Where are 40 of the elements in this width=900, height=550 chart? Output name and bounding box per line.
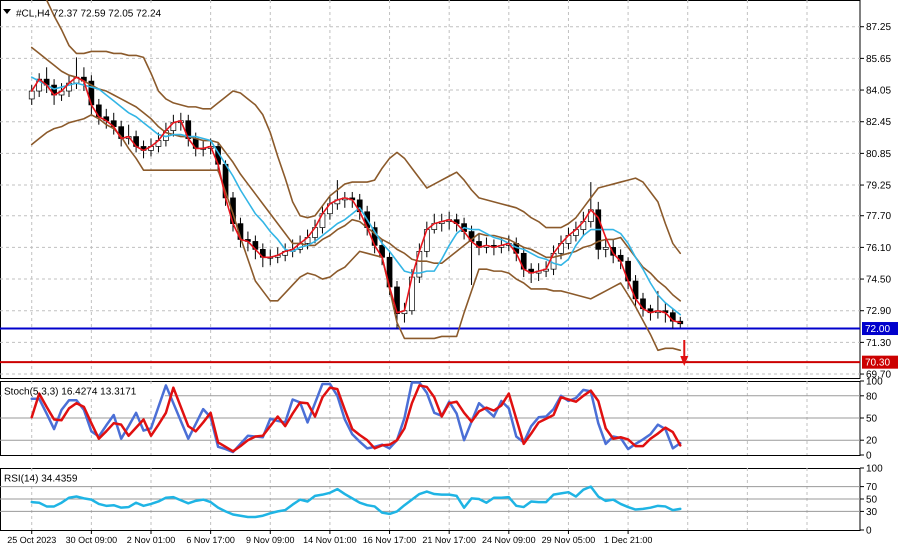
x-tick-label: 21 Nov 17:00	[422, 535, 476, 545]
y-tick-label: 50	[866, 414, 878, 424]
x-tick-label: 16 Nov 17:00	[362, 535, 416, 545]
ref-line-label: 70.30	[865, 358, 890, 369]
y-tick-label: 0	[866, 526, 872, 536]
x-tick-label: 25 Oct 2023	[7, 535, 56, 545]
y-tick-label: 70	[866, 482, 878, 494]
x-tick-label: 6 Nov 17:00	[186, 535, 235, 545]
y-tick-label: 79.25	[866, 180, 892, 192]
y-tick-label: 72.90	[866, 306, 892, 318]
y-tick-label: 50	[866, 494, 878, 506]
x-tick-label: 30 Oct 09:00	[66, 535, 118, 545]
x-tick-label: 14 Nov 01:00	[303, 535, 357, 545]
candlestick	[28, 84, 35, 106]
x-tick-label: 1 Dec 21:00	[604, 535, 652, 545]
line-series	[30, 114, 682, 352]
line-series	[30, 46, 682, 302]
y-tick-label: 100	[866, 464, 884, 474]
text: Stoch(5,3,3) 16.4274 13.3171	[4, 386, 137, 398]
y-tick-label: 30	[866, 506, 878, 518]
y-tick-label: 20	[866, 436, 878, 447]
text: RSI(14) 34.4359	[4, 474, 78, 484]
y-tick-label: 71.30	[866, 338, 892, 349]
y-tick-label: 80.85	[866, 148, 892, 160]
ref-line-label: 72.00	[865, 324, 890, 336]
line-series	[30, 485, 682, 518]
y-tick-label: 77.70	[866, 211, 892, 222]
x-tick-label: 29 Nov 05:00	[542, 535, 596, 545]
y-tick-label: 0	[866, 450, 872, 462]
y-tick-label: 85.65	[866, 54, 892, 65]
x-tick-label: 9 Nov 09:00	[246, 535, 295, 545]
y-tick-label: 87.25	[866, 22, 892, 34]
y-tick-label: 76.10	[866, 242, 892, 254]
x-tick-label: 2 Nov 01:00	[126, 535, 176, 545]
candlestick	[602, 236, 609, 258]
x-tick-label: 24 Nov 09:00	[482, 535, 536, 545]
y-tick-label: 74.50	[866, 274, 892, 286]
y-tick-label: 84.05	[866, 86, 892, 97]
y-tick-label: 82.45	[866, 117, 892, 128]
y-tick-label: 80	[866, 391, 878, 402]
